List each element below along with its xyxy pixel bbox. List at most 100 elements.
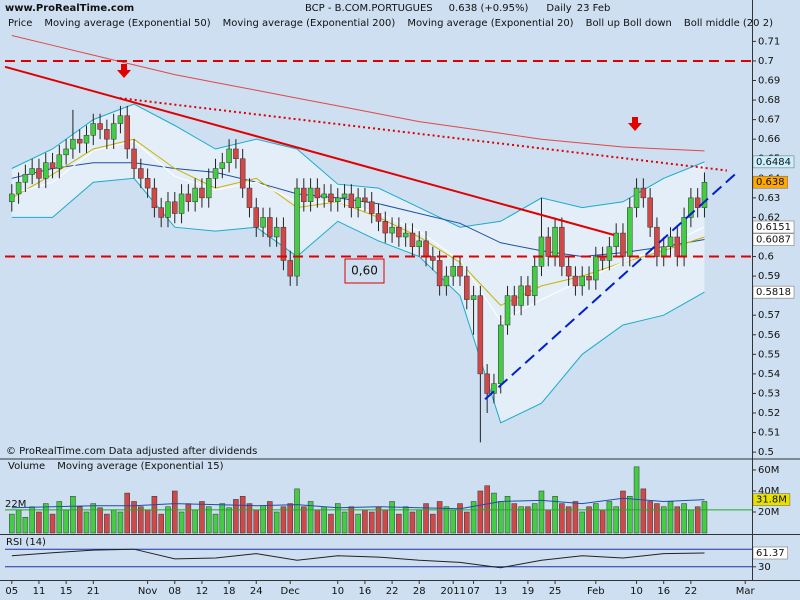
volume-bar (233, 499, 239, 534)
volume-bar (606, 501, 613, 534)
x-tick-label: 10 (331, 586, 344, 597)
volume-bar (287, 503, 293, 534)
x-tick-label: 22 (685, 586, 698, 597)
volume-bar (375, 506, 382, 534)
candle-body (409, 232, 416, 248)
candle-body (525, 285, 531, 296)
candle-body (423, 240, 429, 257)
candle-body (70, 138, 76, 150)
arrow (117, 64, 131, 78)
level-label: 22M (5, 499, 26, 510)
volume-bar (470, 501, 477, 534)
volume-bar (579, 511, 585, 534)
volume-bar (511, 503, 518, 534)
volume-bar (165, 506, 171, 534)
panel-title: RSI (14) (6, 537, 46, 548)
volume-bar (423, 503, 429, 534)
last-value-label: 0.6151 (756, 222, 791, 233)
x-tick-label: 15 (60, 586, 73, 597)
candle-body (484, 373, 490, 394)
volume-bar (273, 511, 280, 534)
volume-bar (688, 509, 694, 534)
candle-body (97, 123, 103, 130)
volume-bar (362, 509, 368, 534)
x-tick-label: Nov (138, 586, 158, 597)
volume-bar (29, 506, 35, 534)
volume-bar (681, 503, 687, 534)
candle-body (531, 266, 538, 296)
volume-bar (267, 501, 273, 534)
volume-bar (497, 501, 504, 534)
candle-body (117, 115, 124, 124)
candle-body (246, 187, 253, 208)
volume-bar (76, 506, 83, 534)
candle-body (701, 181, 708, 208)
candle-body (233, 148, 239, 159)
volume-bar (396, 513, 402, 534)
arrow (628, 117, 642, 131)
candle-body (450, 266, 456, 277)
last-value-label: 0.638 (756, 177, 785, 188)
last-value-label: 0.6087 (756, 235, 791, 246)
volume-bar (185, 503, 192, 534)
volume-bar (654, 503, 660, 534)
volume-bar (314, 509, 321, 534)
volume-bar (158, 513, 164, 534)
volume-bar (63, 509, 69, 534)
volume-bar (504, 495, 511, 534)
candle-body (172, 201, 178, 214)
y-tick-label: 0.63 (758, 193, 780, 204)
y-tick-label: 0.57 (758, 310, 780, 321)
x-tick-label: 05 (5, 586, 18, 597)
volume-bar (667, 501, 674, 534)
volume-bar (430, 513, 436, 534)
volume-bar (457, 503, 463, 534)
y-tick-label: 0.7 (758, 56, 774, 67)
x-tick-label: 16 (359, 586, 372, 597)
y-tick-label: 0.56 (758, 330, 780, 341)
candle-body (674, 236, 681, 257)
volume-bar (22, 516, 29, 534)
annotation-box (344, 258, 385, 284)
legend-entry: Moving average (Exponential 200) (223, 18, 396, 29)
candle-body (178, 193, 185, 214)
x-tick-label: 24 (250, 586, 263, 597)
volume-bar (49, 513, 56, 534)
candle-body (443, 275, 450, 287)
volume-bar (368, 511, 375, 534)
candle-body (83, 135, 90, 144)
y-tick-label: 0.66 (758, 134, 780, 145)
candle-body (301, 187, 307, 203)
site: www.ProRealTime.com (5, 3, 134, 14)
candle-body (368, 201, 375, 214)
candle-body (694, 197, 701, 208)
volume-bar (627, 495, 633, 534)
candle-body (253, 207, 260, 228)
x-tick-label: 16 (657, 586, 670, 597)
candle-body (355, 197, 361, 208)
volume-bar (389, 501, 395, 534)
moving-average (11, 35, 705, 152)
volume-bar (199, 501, 205, 534)
volume-bar (36, 511, 42, 534)
volume-bar (83, 511, 90, 534)
candle-body (667, 236, 674, 248)
candle-body (199, 187, 205, 199)
volume-bar (586, 506, 592, 534)
volume-bar (436, 501, 443, 534)
trend-line (119, 97, 728, 172)
candle-body (280, 226, 287, 261)
volume-bar (97, 507, 103, 534)
y-tick-label: 0.5 (758, 447, 774, 458)
x-tick-label: Feb (587, 586, 605, 597)
candle-body (545, 236, 552, 257)
candle-body (110, 123, 117, 140)
volume-bar (484, 485, 490, 534)
volume-bar (464, 511, 470, 534)
candle-body (314, 187, 321, 199)
candle-body (416, 240, 422, 248)
candle-body (606, 246, 613, 261)
trend-line (4, 65, 615, 236)
